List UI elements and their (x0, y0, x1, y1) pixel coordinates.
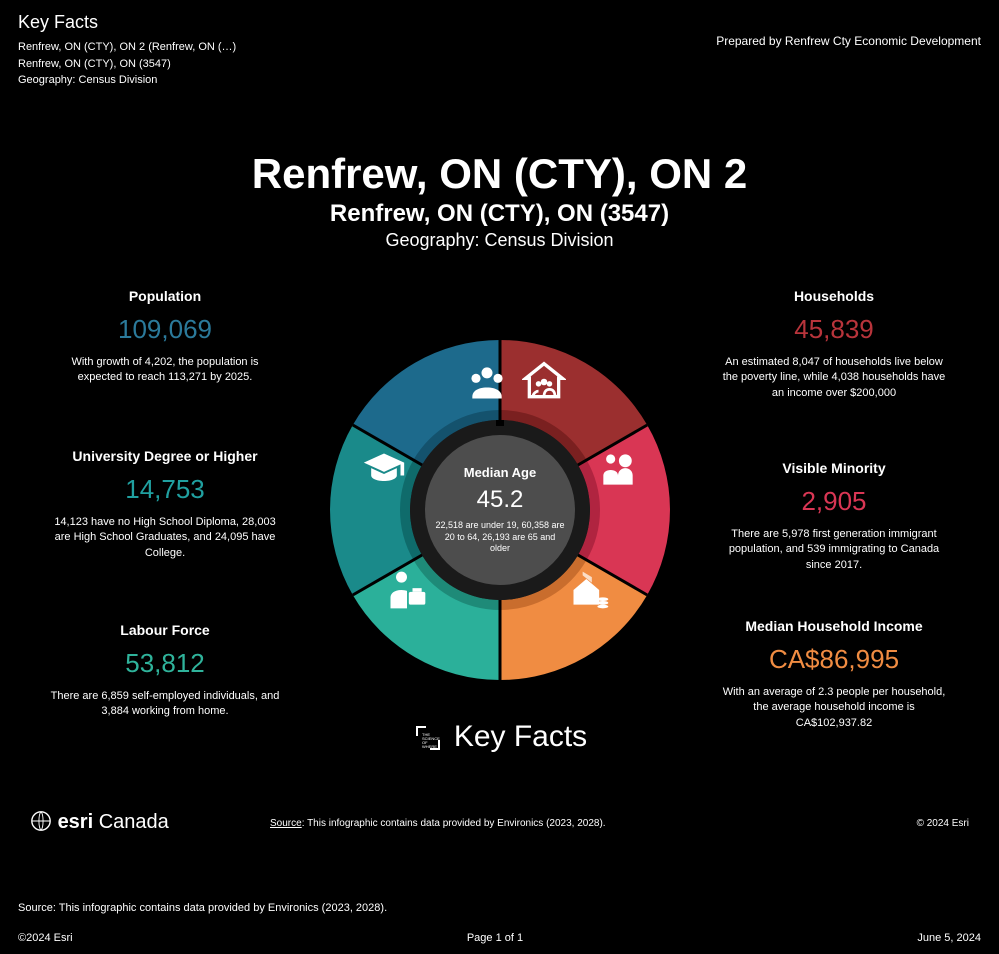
infographic-wheel: Median Age 45.2 22,518 are under 19, 60,… (310, 320, 690, 700)
labour-stat: Labour Force 53,812 There are 6,859 self… (50, 622, 280, 720)
households-title: Households (719, 288, 949, 304)
briefcase-person-icon (385, 568, 429, 612)
income-stat: Median Household Income CA$86,995 With a… (719, 618, 949, 731)
labour-title: Labour Force (50, 622, 280, 638)
population-stat: Population 109,069 With growth of 4,202,… (50, 288, 280, 386)
science-of-where-icon: THE SCIENCE OF WHERE (412, 722, 444, 754)
header-line3: Geography: Census Division (18, 72, 236, 89)
esri-text: esri (58, 811, 94, 833)
minority-stat: Visible Minority 2,905 There are 5,978 f… (719, 460, 949, 573)
households-value: 45,839 (719, 314, 949, 345)
income-desc: With an average of 2.3 people per househ… (719, 685, 949, 731)
footer-bottom: Source: This infographic contains data p… (18, 902, 981, 944)
date: June 5, 2024 (917, 932, 981, 944)
labour-desc: There are 6,859 self-employed individual… (50, 689, 280, 720)
median-age-desc: 22,518 are under 19, 60,358 are 20 to 64… (435, 520, 565, 555)
population-desc: With growth of 4,202, the population is … (50, 355, 280, 386)
two-people-icon (596, 448, 640, 492)
university-desc: 14,123 have no High School Diploma, 28,0… (50, 515, 280, 561)
university-title: University Degree or Higher (50, 448, 280, 464)
header-line1: Renfrew, ON (CTY), ON 2 (Renfrew, ON (…) (18, 39, 236, 56)
main-title: Renfrew, ON (CTY), ON 2 (0, 150, 999, 198)
page-number: Page 1 of 1 (467, 932, 523, 944)
people-icon (465, 360, 509, 404)
households-desc: An estimated 8,047 of households live be… (719, 355, 949, 401)
source-line-1: Source: This infographic contains data p… (270, 818, 606, 829)
house-family-icon (522, 360, 566, 404)
population-value: 109,069 (50, 314, 280, 345)
labour-value: 53,812 (50, 648, 280, 679)
center-disk: Median Age 45.2 22,518 are under 19, 60,… (425, 435, 575, 585)
income-title: Median Household Income (719, 618, 949, 634)
population-title: Population (50, 288, 280, 304)
copyright-1: © 2024 Esri (917, 818, 969, 829)
geography-line: Geography: Census Division (0, 230, 999, 251)
university-stat: University Degree or Higher 14,753 14,12… (50, 448, 280, 561)
minority-desc: There are 5,978 first generation immigra… (719, 527, 949, 573)
median-age-label: Median Age (464, 465, 536, 480)
source-label: Source (270, 818, 302, 829)
minority-value: 2,905 (719, 486, 949, 517)
subtitle: Renfrew, ON (CTY), ON (3547) (0, 200, 999, 228)
header-title: Key Facts (18, 12, 236, 33)
canada-text: Canada (99, 811, 169, 833)
header-block: Key Facts Renfrew, ON (CTY), ON 2 (Renfr… (18, 12, 236, 89)
source-line-2: Source: This infographic contains data p… (18, 902, 981, 914)
source-text: : This infographic contains data provide… (302, 818, 606, 829)
prepared-by: Prepared by Renfrew Cty Economic Develop… (716, 34, 981, 48)
minority-title: Visible Minority (719, 460, 949, 476)
copyright-2: ©2024 Esri (18, 932, 73, 944)
title-block: Renfrew, ON (CTY), ON 2 Renfrew, ON (CTY… (0, 150, 999, 251)
households-stat: Households 45,839 An estimated 8,047 of … (719, 288, 949, 401)
graduation-cap-icon (362, 448, 406, 492)
key-facts-text: Key Facts (454, 720, 587, 753)
house-coins-icon (568, 568, 612, 612)
median-age-value: 45.2 (477, 486, 524, 514)
esri-logo: esri Canada (30, 810, 169, 834)
income-value: CA$86,995 (719, 644, 949, 675)
university-value: 14,753 (50, 474, 280, 505)
svg-text:WHERE: WHERE (422, 744, 437, 749)
header-line2: Renfrew, ON (CTY), ON (3547) (18, 56, 236, 73)
globe-icon (30, 810, 52, 832)
footer-bar: esri Canada Source: This infographic con… (0, 800, 999, 850)
